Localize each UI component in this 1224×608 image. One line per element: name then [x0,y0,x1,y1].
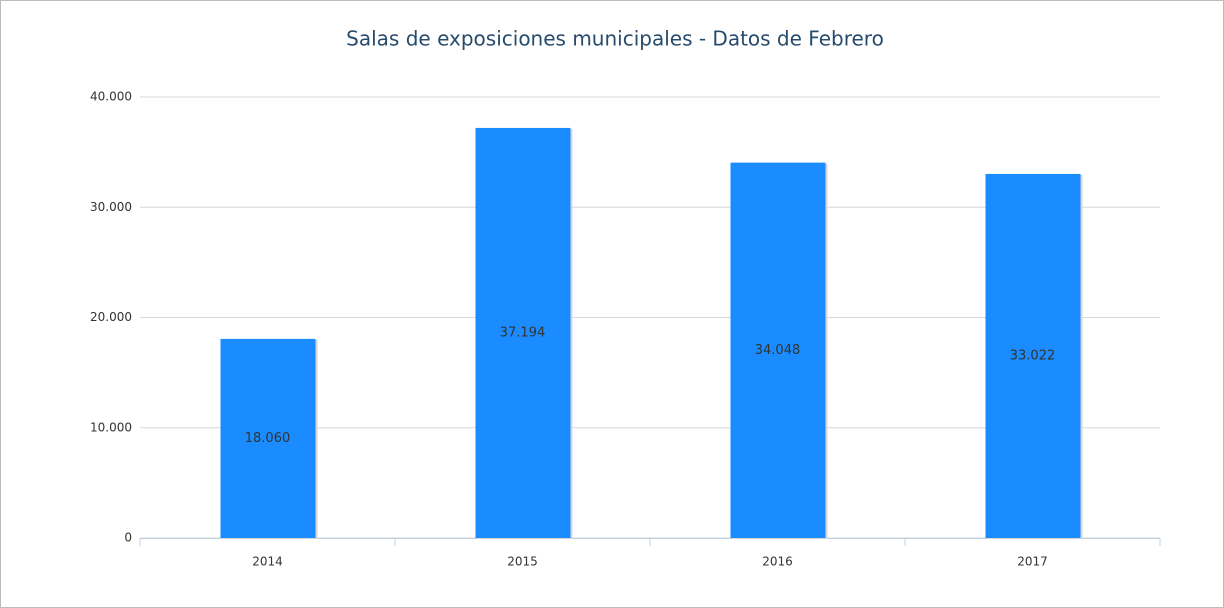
y-tick-label: 10.000 [90,420,132,434]
data-label: 33.022 [1010,348,1056,363]
chart-title: Salas de exposiciones municipales - Dato… [346,27,884,51]
x-tick-label: 2017 [1017,555,1048,569]
bar [475,127,571,538]
y-tick-label: 20.000 [90,310,132,324]
x-tick-label: 2015 [507,555,538,569]
data-label: 18.060 [245,431,291,446]
bar [730,162,826,539]
data-label: 34.048 [755,343,801,358]
x-tick-label: 2014 [252,555,283,569]
y-tick-label: 0 [124,531,132,545]
y-tick-label: 30.000 [90,200,132,214]
y-tick-label: 40.000 [90,90,132,104]
bar [220,338,316,538]
data-label: 37.194 [500,325,546,340]
bar [985,173,1081,539]
x-tick-label: 2016 [762,555,793,569]
